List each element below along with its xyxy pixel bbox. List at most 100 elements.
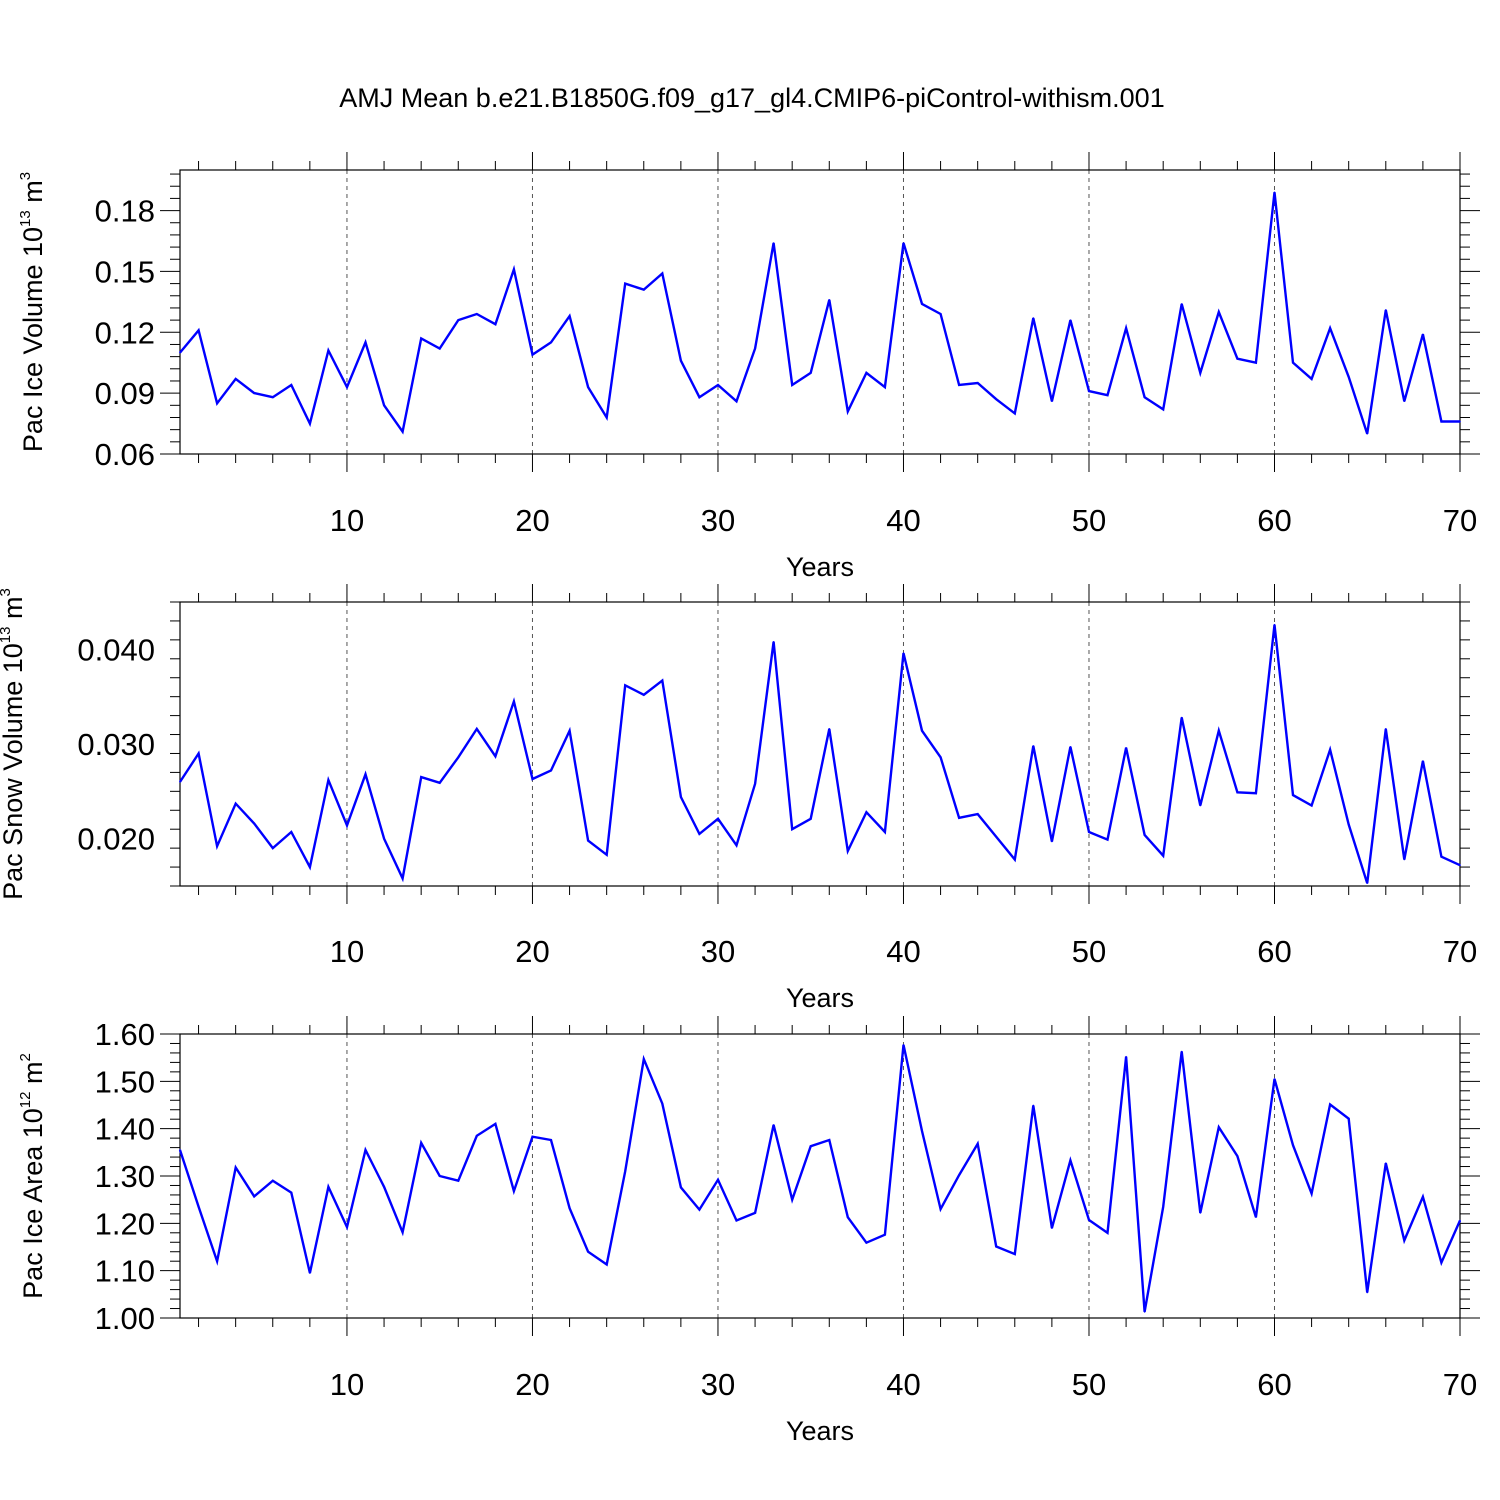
data-point <box>1236 1155 1239 1157</box>
data-point <box>1255 792 1257 795</box>
data-point <box>847 410 849 413</box>
data-point <box>995 398 998 401</box>
data-point <box>364 341 367 344</box>
data-point <box>791 384 793 386</box>
data-point <box>902 652 905 654</box>
x-tick-label: 10 <box>330 1367 364 1402</box>
data-point <box>921 729 923 732</box>
data-point <box>735 1219 738 1222</box>
data-point <box>1459 864 1461 866</box>
data-point <box>438 1175 441 1177</box>
data-point <box>438 782 441 784</box>
data-point <box>642 288 645 291</box>
data-point <box>976 813 979 815</box>
y-axis-label-part: m <box>18 180 48 210</box>
data-point <box>1273 1078 1276 1080</box>
data-point <box>216 402 218 405</box>
data-point <box>346 824 348 827</box>
data-point <box>1032 1104 1035 1107</box>
data-point <box>568 1207 571 1209</box>
data-point <box>457 756 460 759</box>
data-point <box>216 1260 218 1262</box>
data-point <box>624 1170 627 1173</box>
data-point <box>494 755 497 758</box>
y-tick-label: 0.06 <box>95 437 155 472</box>
data-point <box>1292 361 1294 364</box>
data-point <box>327 349 330 352</box>
data-point <box>847 1216 849 1218</box>
data-point <box>1143 1311 1146 1313</box>
data-point <box>1347 376 1350 378</box>
data-point <box>1255 361 1257 364</box>
data-point <box>884 831 886 833</box>
data-point <box>550 1139 552 1141</box>
data-point <box>1162 854 1164 857</box>
chart-panel-3: 1.00 1.10 1.20 1.30 1.40 1.50 1.60 10 20 30 40 50 60… <box>17 1016 1480 1446</box>
data-point <box>271 396 274 399</box>
data-point <box>476 728 478 730</box>
data-point <box>1310 1192 1313 1195</box>
x-tick-label: 20 <box>515 503 549 538</box>
data-point <box>494 323 497 325</box>
data-point <box>624 282 627 285</box>
data-point <box>1255 1216 1257 1218</box>
data-point <box>847 850 849 852</box>
data-point <box>735 844 738 847</box>
x-tick-label: 60 <box>1257 1367 1291 1402</box>
data-point <box>513 700 515 703</box>
y-tick-label: 0.020 <box>77 822 155 857</box>
data-point <box>1106 838 1109 841</box>
data-point <box>865 372 868 374</box>
data-point <box>1180 303 1183 305</box>
data-point <box>958 384 960 386</box>
data-point <box>457 1179 460 1182</box>
data-point <box>698 1208 701 1211</box>
data-point <box>1013 858 1016 861</box>
data-point <box>513 268 515 271</box>
data-point <box>642 1058 645 1060</box>
data-point <box>1032 745 1035 747</box>
data-point <box>327 1186 330 1188</box>
figure-title: AMJ Mean b.e21.B1850G.f09_g17_gl4.CMIP6-… <box>339 83 1164 113</box>
series-line <box>178 624 1461 884</box>
data-point <box>772 242 775 244</box>
chart-panel-1: 0.06 0.09 0.12 0.15 0.18 10 20 30 40 50 60 70 Years P… <box>17 152 1480 582</box>
data-point <box>605 853 608 856</box>
data-point <box>1384 1162 1387 1165</box>
data-point <box>327 779 330 781</box>
data-point <box>624 684 627 687</box>
x-axis-label: Years <box>786 983 854 1013</box>
x-tick-label: 30 <box>701 1367 735 1402</box>
data-point <box>1143 396 1146 399</box>
y-tick-label: 0.09 <box>95 376 155 411</box>
data-point <box>1310 378 1313 380</box>
x-tick-label: 10 <box>330 934 364 969</box>
data-point <box>717 384 719 386</box>
data-point <box>1384 728 1387 730</box>
series-line <box>178 1044 1462 1313</box>
data-point <box>680 796 682 798</box>
y-tick-label: 0.030 <box>77 727 155 762</box>
data-point <box>791 828 793 830</box>
data-point <box>364 1149 367 1151</box>
data-point <box>271 1179 274 1182</box>
data-point <box>568 315 571 317</box>
data-point <box>1143 834 1146 836</box>
x-tick-label: 40 <box>886 1367 920 1402</box>
y-axis-label-part: m <box>0 596 28 626</box>
data-point <box>809 1145 812 1147</box>
data-point <box>939 313 942 315</box>
data-point <box>1069 319 1072 321</box>
data-point <box>531 353 534 356</box>
data-point <box>754 782 756 785</box>
data-point <box>234 802 237 805</box>
data-point <box>1329 748 1331 751</box>
data-point <box>1199 804 1202 807</box>
data-point <box>828 299 831 301</box>
data-point <box>309 866 311 868</box>
data-point <box>383 404 385 407</box>
data-point <box>253 392 256 394</box>
data-point <box>1347 1117 1350 1120</box>
x-tick-label: 70 <box>1443 1367 1477 1402</box>
